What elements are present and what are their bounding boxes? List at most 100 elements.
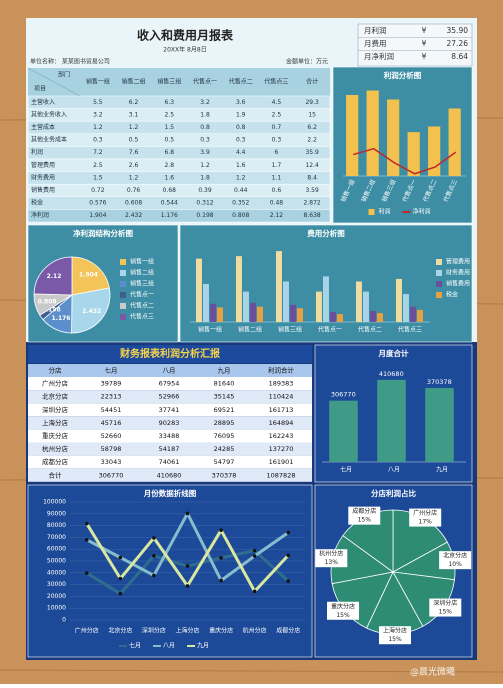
bar	[203, 284, 209, 322]
table-row-bg	[27, 158, 331, 172]
summary-currency: ¥	[422, 52, 427, 61]
table-cell: 306770	[99, 471, 124, 479]
point	[286, 530, 291, 535]
summary-value: 8.64	[451, 52, 468, 61]
x-tick-label: 销售一组	[198, 326, 222, 334]
label-box	[327, 601, 360, 620]
point	[252, 554, 257, 558]
chart-title: 费用分析图	[307, 228, 345, 238]
table-header-bg	[28, 364, 312, 377]
table-cell: 4.4	[236, 149, 246, 156]
point	[152, 553, 156, 558]
point	[185, 511, 190, 516]
table-cell: 189383	[269, 380, 294, 388]
pie-slice	[33, 256, 73, 296]
bar	[363, 291, 369, 322]
slice-label: 15%	[439, 609, 453, 616]
table-cell: 45716	[101, 419, 122, 427]
legend-label: 净利润	[413, 208, 431, 216]
table-cell: 1.1	[272, 174, 282, 181]
point	[84, 538, 89, 542]
legend-swatch	[436, 281, 442, 287]
row-label: 杭州分店	[42, 444, 69, 453]
table-cell: 29.3	[305, 99, 319, 106]
report-date: 20XX年 8月8日	[163, 46, 206, 54]
legend-label: 销售一组	[130, 258, 154, 266]
table-row-bg	[27, 171, 331, 185]
table-row-bg	[28, 416, 312, 430]
bar	[243, 291, 249, 322]
y-tick-label: 60000	[47, 546, 66, 553]
data-label: 410680	[379, 370, 404, 378]
table-cell: 1.2	[129, 174, 139, 181]
table-cell: 3.2	[200, 99, 210, 106]
bar	[290, 304, 296, 322]
corner-diagonal	[27, 67, 81, 97]
table-cell: 0.5	[129, 137, 139, 144]
table-cell: 54187	[159, 445, 180, 453]
table-cell: 0.3	[200, 137, 210, 144]
bar	[403, 294, 409, 322]
table-cell: 5.5	[93, 99, 103, 106]
legend-swatch	[436, 270, 442, 276]
table-cell: 162243	[269, 432, 294, 440]
chart-title: 月度合计	[378, 348, 409, 358]
slice-label: 10%	[448, 561, 462, 568]
summary-label: 月净利润	[364, 51, 394, 61]
slice-category: 广州分店	[413, 509, 437, 517]
table-cell: 1.2	[200, 162, 210, 169]
table-cell: 6	[275, 149, 279, 156]
label-box	[439, 551, 472, 570]
table-row-bg	[28, 390, 312, 404]
table-cell: 6.2	[307, 124, 317, 131]
row-label: 主营收入	[31, 98, 55, 106]
column-header: 销售一组	[86, 78, 110, 86]
y-tick-label: 0	[62, 617, 66, 624]
point	[286, 553, 291, 558]
row-label: 主营成本	[31, 123, 55, 131]
bar	[330, 312, 336, 322]
x-tick-label: 杭州分店	[243, 627, 267, 635]
y-tick-label: 30000	[47, 581, 66, 588]
table-cell: 137270	[269, 445, 294, 453]
bar	[316, 291, 322, 322]
table-cell: 3.1	[129, 111, 139, 118]
row-label: 管理费用	[31, 161, 55, 169]
table-cell: 22313	[101, 393, 122, 401]
table-row-bg	[27, 196, 331, 210]
column-header: 销售二组	[122, 78, 146, 86]
slice-label: 1.904	[79, 272, 98, 279]
table-row-bg	[27, 133, 331, 147]
pie-slice	[71, 287, 111, 334]
table-cell: 12.4	[305, 162, 319, 169]
table-cell: 8.638	[304, 212, 321, 219]
y-tick-label: 70000	[47, 534, 66, 541]
table-row-bg	[27, 146, 331, 160]
table-cell: 161713	[269, 406, 294, 414]
table-cell: 0.5	[165, 137, 175, 144]
table-cell: 54797	[214, 458, 235, 466]
summary-value: 35.90	[447, 26, 469, 35]
legend-label: 代售点二	[130, 302, 154, 310]
row-label: 上海分店	[42, 418, 69, 427]
table-cell: 1.904	[89, 212, 106, 219]
legend-label: 九月	[197, 642, 209, 650]
corner-label: 项目	[34, 86, 46, 93]
legend-swatch	[120, 303, 126, 309]
point	[118, 591, 123, 596]
x-tick-label: 代售点三	[398, 326, 422, 334]
table-cell: 0.576	[89, 200, 106, 207]
table-cell: 90283	[159, 419, 180, 427]
bar	[276, 251, 282, 322]
table-cell: 6.8	[165, 149, 175, 156]
summary-box	[357, 23, 473, 67]
x-tick-label: 成都分店	[276, 627, 300, 635]
table-cell: 110424	[269, 393, 294, 401]
slice-category: 重庆分店	[331, 602, 355, 610]
table-cell: 2.432	[125, 212, 142, 219]
legend-swatch	[368, 209, 375, 215]
point	[185, 564, 190, 568]
table-row-bg	[27, 108, 331, 122]
table-cell: 0.3	[93, 137, 103, 144]
